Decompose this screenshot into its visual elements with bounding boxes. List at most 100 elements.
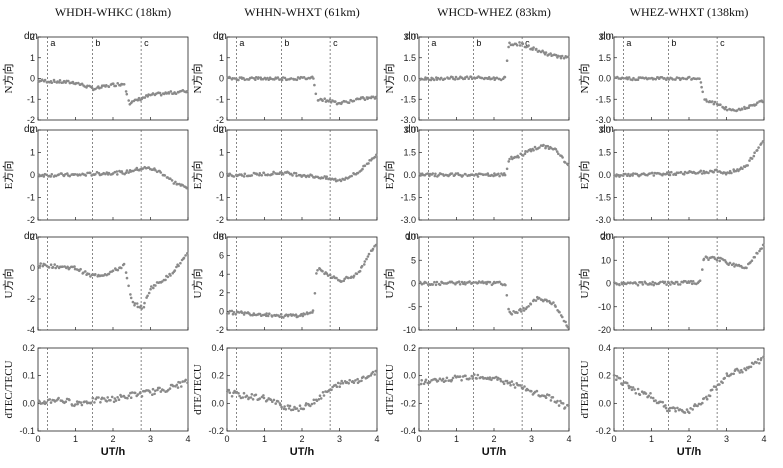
data-point [488, 280, 492, 284]
data-point [84, 270, 87, 273]
data-point [424, 281, 428, 285]
data-point [434, 283, 438, 287]
data-point [328, 388, 331, 392]
y-tick-label: 3.0 [403, 32, 416, 42]
data-point [137, 96, 141, 100]
data-point [129, 396, 133, 400]
data-point [181, 183, 184, 187]
data-point [49, 401, 53, 404]
data-point [53, 263, 56, 266]
data-point [234, 313, 238, 316]
data-point [374, 95, 378, 99]
data-point [621, 282, 624, 286]
data-point [298, 404, 302, 408]
data-point [431, 283, 435, 286]
data-point [352, 274, 356, 278]
data-point [678, 283, 682, 286]
data-point [714, 385, 718, 389]
x-tick-label: 3 [337, 434, 342, 444]
data-point [728, 169, 732, 173]
data-point [700, 85, 703, 89]
plot-frame [226, 347, 378, 432]
data-point [133, 302, 137, 305]
data-point [120, 170, 124, 173]
data-point [251, 398, 255, 401]
data-point [93, 401, 96, 404]
y-tick-label: 10 [406, 232, 416, 242]
data-point [45, 173, 48, 177]
y-tick-label: 0 [30, 170, 35, 180]
data-point [554, 305, 557, 308]
y-tick-label: -2 [27, 294, 35, 304]
data-point [139, 391, 142, 394]
y-tick-label: -1 [216, 94, 224, 104]
data-point [667, 281, 670, 285]
data-point [122, 262, 126, 266]
data-point [173, 269, 177, 272]
data-point [530, 389, 533, 393]
data-point [254, 78, 257, 81]
data-point [647, 394, 651, 398]
data-point [232, 311, 236, 314]
y-tick-label: 1.5 [598, 53, 611, 63]
data-point [487, 174, 490, 177]
data-point [152, 286, 155, 290]
y-tick-label: 10 [601, 255, 611, 265]
data-point [753, 151, 756, 154]
x-axis-label: UT/h [290, 446, 315, 458]
data-point [73, 265, 76, 268]
data-point [566, 326, 570, 329]
data-point [124, 90, 128, 93]
data-point [178, 381, 182, 384]
data-point [127, 284, 130, 288]
data-point [627, 76, 631, 79]
data-point [542, 143, 545, 147]
data-point [518, 41, 521, 44]
unit-label: dm [213, 231, 227, 242]
data-point [756, 252, 759, 255]
data-point [749, 365, 753, 369]
event-label: a [50, 38, 55, 48]
data-point [318, 394, 322, 398]
data-point [250, 76, 254, 79]
data-point [322, 394, 326, 397]
data-point [631, 174, 634, 177]
data-point [41, 401, 44, 405]
y-tick-label: 0.0 [22, 398, 35, 408]
data-point [420, 379, 424, 382]
data-point [499, 78, 503, 82]
data-point [429, 78, 433, 82]
panel-title: WHHN-WHXT (61km) [244, 5, 359, 19]
data-point [561, 315, 564, 319]
data-point [105, 400, 109, 403]
data-point [109, 399, 112, 402]
y-axis-label: E方向 [382, 161, 396, 190]
data-point [490, 77, 494, 81]
data-point [366, 255, 370, 258]
data-point [661, 400, 664, 404]
data-point [279, 403, 282, 407]
data-point [43, 263, 47, 267]
data-point [255, 173, 259, 176]
data-point [701, 268, 704, 271]
data-point [479, 172, 483, 176]
data-point [367, 96, 371, 99]
y-tick-label: -1.5 [400, 193, 416, 203]
data-point [286, 78, 289, 81]
data-point [110, 395, 114, 399]
data-point [557, 404, 561, 407]
y-tick-label: 0.1 [22, 371, 35, 381]
data-point [468, 280, 471, 283]
y-axis-label: E方向 [577, 161, 591, 190]
data-point [431, 172, 435, 175]
data-point [636, 283, 640, 287]
data-point [342, 279, 346, 283]
data-point [159, 390, 163, 393]
data-point [280, 78, 284, 82]
data-point [521, 154, 525, 157]
data-point [38, 264, 42, 268]
data-point [260, 174, 264, 177]
data-point [694, 172, 698, 175]
data-point [117, 398, 121, 402]
